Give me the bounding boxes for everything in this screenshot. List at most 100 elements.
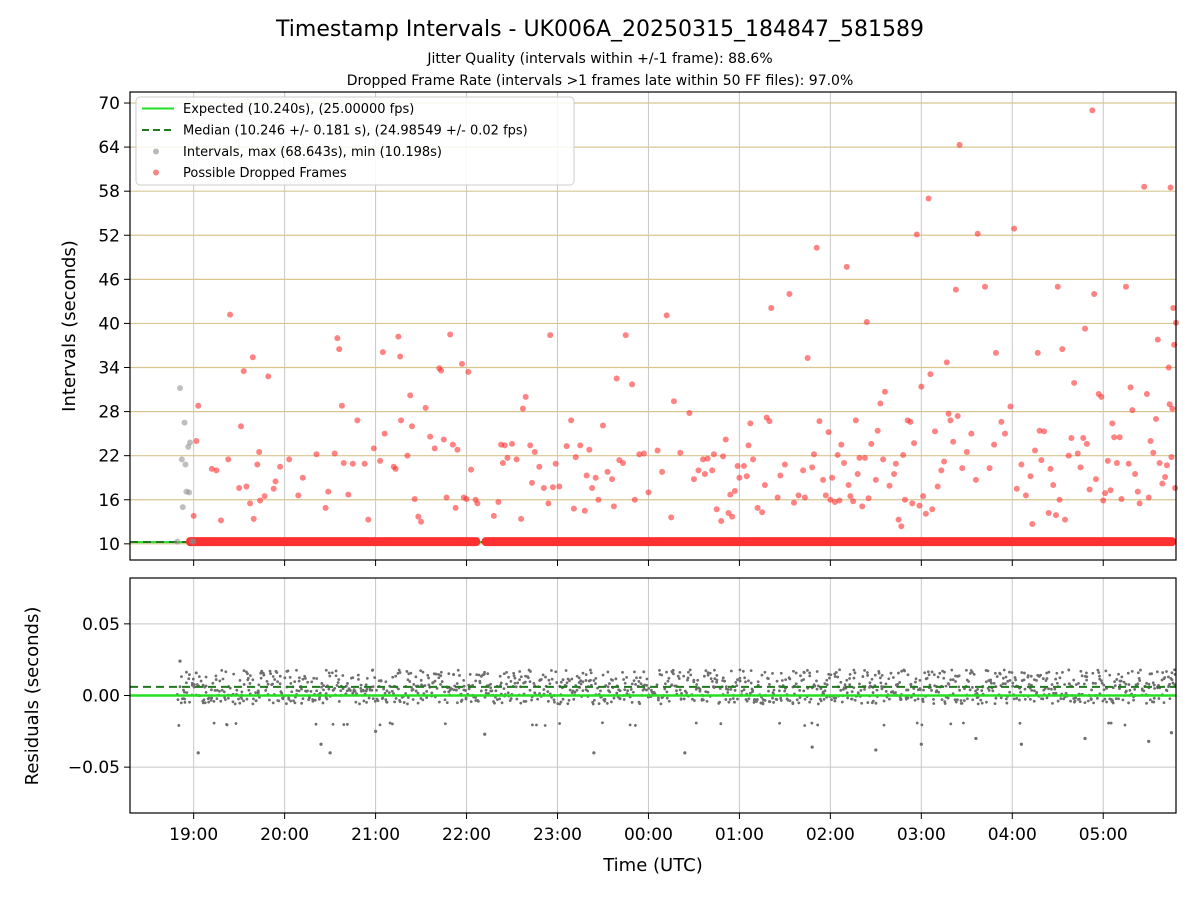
dropped-frame-point bbox=[325, 488, 332, 495]
residual-point bbox=[808, 674, 812, 678]
dropped-frame-point bbox=[1109, 420, 1116, 427]
residual-point bbox=[411, 698, 415, 701]
residual-point bbox=[494, 689, 498, 693]
residual-point bbox=[222, 690, 226, 694]
residual-point bbox=[362, 699, 366, 703]
dropped-frame-point bbox=[1147, 437, 1154, 444]
residual-point bbox=[384, 680, 388, 684]
residual-point bbox=[1122, 680, 1126, 684]
residual-point bbox=[409, 671, 413, 675]
residual-point bbox=[321, 701, 325, 705]
residual-point bbox=[301, 677, 305, 681]
residual-point bbox=[891, 690, 895, 693]
residual-point bbox=[226, 696, 230, 700]
residual-point bbox=[618, 697, 622, 700]
residual-point bbox=[852, 668, 856, 672]
residual-point bbox=[767, 689, 770, 693]
residual-point bbox=[278, 674, 282, 678]
residual-point bbox=[747, 697, 751, 701]
residual-point bbox=[794, 682, 798, 686]
residual-point bbox=[561, 697, 565, 701]
dropped-frame-point bbox=[338, 402, 345, 409]
residual-point bbox=[320, 682, 324, 685]
dropped-frame-point bbox=[404, 452, 411, 459]
residual-point bbox=[581, 689, 585, 693]
residual-point bbox=[1077, 681, 1080, 685]
dropped-frame-point bbox=[595, 496, 602, 503]
dropped-frame-point bbox=[907, 418, 914, 425]
residual-point bbox=[1005, 701, 1009, 705]
dropped-frame-point bbox=[998, 418, 1005, 425]
residual-point bbox=[516, 681, 520, 685]
residual-point bbox=[1002, 668, 1006, 672]
dropped-frame-point bbox=[529, 479, 536, 486]
residual-point bbox=[476, 699, 480, 702]
dropped-frame-point bbox=[458, 360, 465, 367]
residual-point bbox=[304, 689, 307, 693]
dropped-frame-point bbox=[411, 496, 418, 503]
dropped-frame-point bbox=[909, 500, 916, 507]
residual-point bbox=[601, 721, 604, 725]
dropped-frame-point bbox=[365, 516, 372, 523]
dropped-frame-point bbox=[1159, 480, 1166, 487]
residual-point bbox=[1162, 701, 1166, 705]
residual-point bbox=[254, 699, 258, 703]
residual-point bbox=[723, 679, 727, 683]
residual-point bbox=[499, 681, 503, 685]
residual-point bbox=[228, 686, 232, 690]
interval-point bbox=[177, 385, 184, 392]
residual-point bbox=[379, 679, 383, 683]
intervals-y-tick-label: 28 bbox=[98, 403, 120, 423]
residual-point bbox=[871, 699, 875, 703]
residual-point bbox=[1023, 687, 1027, 691]
residual-point bbox=[566, 702, 570, 706]
residual-point bbox=[479, 689, 483, 693]
residual-point bbox=[1045, 677, 1049, 680]
residual-point bbox=[1020, 671, 1024, 674]
residual-point bbox=[482, 672, 486, 676]
residual-point bbox=[813, 684, 817, 688]
residual-point bbox=[845, 691, 849, 695]
residual-point bbox=[1059, 697, 1063, 700]
residual-point bbox=[490, 689, 494, 693]
residual-point bbox=[630, 700, 634, 704]
residual-point bbox=[1126, 671, 1130, 675]
residual-point bbox=[184, 681, 188, 685]
residual-point bbox=[541, 673, 545, 677]
residual-point bbox=[322, 684, 326, 688]
residual-point bbox=[1085, 675, 1089, 679]
residual-point bbox=[512, 674, 516, 678]
dropped-frame-point bbox=[407, 392, 414, 399]
residual-point bbox=[306, 680, 310, 684]
dropped-frame-point bbox=[1022, 492, 1029, 499]
dropped-frame-point bbox=[313, 451, 320, 458]
residual-point bbox=[195, 683, 199, 686]
residual-point bbox=[1150, 700, 1154, 704]
dropped-frame-point bbox=[834, 451, 841, 458]
residual-point bbox=[324, 668, 328, 672]
dropped-frame-point bbox=[956, 141, 963, 148]
residual-point bbox=[853, 698, 857, 702]
residual-point bbox=[1008, 690, 1012, 694]
residual-point bbox=[719, 722, 723, 726]
residual-point bbox=[341, 674, 345, 677]
residual-point bbox=[334, 674, 338, 678]
residual-point bbox=[894, 691, 897, 694]
residual-point bbox=[1173, 668, 1176, 672]
dropped-frame-point bbox=[795, 492, 802, 499]
residual-point bbox=[954, 680, 957, 683]
residual-point bbox=[518, 678, 521, 681]
residual-point bbox=[779, 696, 783, 700]
residual-point bbox=[407, 672, 411, 676]
dropped-frame-point bbox=[850, 498, 857, 505]
dropped-frame-point bbox=[1172, 485, 1179, 491]
residual-point bbox=[995, 675, 999, 678]
dropped-frame-point bbox=[934, 483, 941, 490]
dropped-frame-point bbox=[237, 423, 244, 430]
residual-point bbox=[1124, 682, 1128, 686]
interval-point bbox=[179, 504, 186, 511]
residual-point bbox=[618, 689, 622, 693]
dropped-frame-point bbox=[592, 474, 599, 481]
dropped-frame-point bbox=[1002, 430, 1009, 437]
dropped-frame-point bbox=[609, 476, 616, 483]
